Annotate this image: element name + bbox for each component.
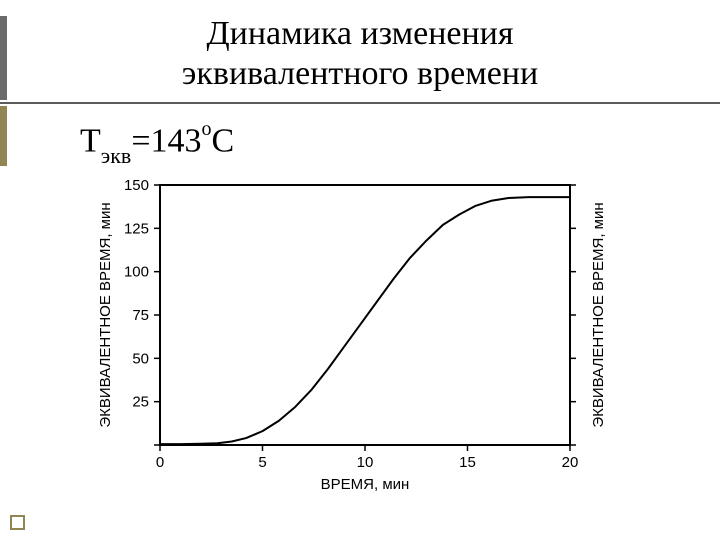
svg-text:50: 50 (132, 350, 149, 367)
accent-bar-bottom (0, 106, 7, 166)
svg-text:10: 10 (357, 454, 374, 471)
svg-text:ЭКВИВАЛЕНТНОЕ ВРЕМЯ, мин: ЭКВИВАЛЕНТНОЕ ВРЕМЯ, мин (590, 202, 607, 427)
subtitle-sub: экв (101, 143, 132, 168)
svg-text:ВРЕМЯ, мин: ВРЕМЯ, мин (321, 476, 410, 493)
title-underline (0, 102, 720, 104)
svg-text:100: 100 (124, 264, 149, 281)
svg-text:20: 20 (562, 454, 579, 471)
svg-text:ЭКВИВАЛЕНТНОЕ ВРЕМЯ, мин: ЭКВИВАЛЕНТНОЕ ВРЕМЯ, мин (97, 202, 114, 427)
svg-text:25: 25 (132, 394, 149, 411)
chart-container: 0 5 10 15 20 25 50 75 100 125 150 ВРЕМЯ, мин ЭКВИВАЛ… (70, 175, 650, 505)
footer-bullet-icon (10, 515, 25, 530)
svg-text:0: 0 (156, 454, 164, 471)
svg-text:150: 150 (124, 177, 149, 194)
subtitle-unit: С (212, 122, 235, 159)
page-title: Динамика изменения эквивалентного времен… (0, 14, 720, 94)
title-line-1: Динамика изменения (206, 15, 513, 52)
subtitle-eq: =143 (131, 122, 201, 159)
svg-text:125: 125 (124, 220, 149, 237)
title-line-2: эквивалентного времени (182, 55, 538, 92)
line-chart: 0 5 10 15 20 25 50 75 100 125 150 ВРЕМЯ, мин ЭКВИВАЛ… (70, 175, 650, 505)
slide: Динамика изменения эквивалентного времен… (0, 0, 720, 540)
svg-text:15: 15 (459, 454, 476, 471)
equivalent-temp-label: Тэкв=143oС (80, 122, 234, 165)
subtitle-t: Т (80, 122, 101, 159)
svg-text:75: 75 (132, 307, 149, 324)
subtitle-sup: o (202, 118, 212, 140)
svg-text:5: 5 (258, 454, 266, 471)
